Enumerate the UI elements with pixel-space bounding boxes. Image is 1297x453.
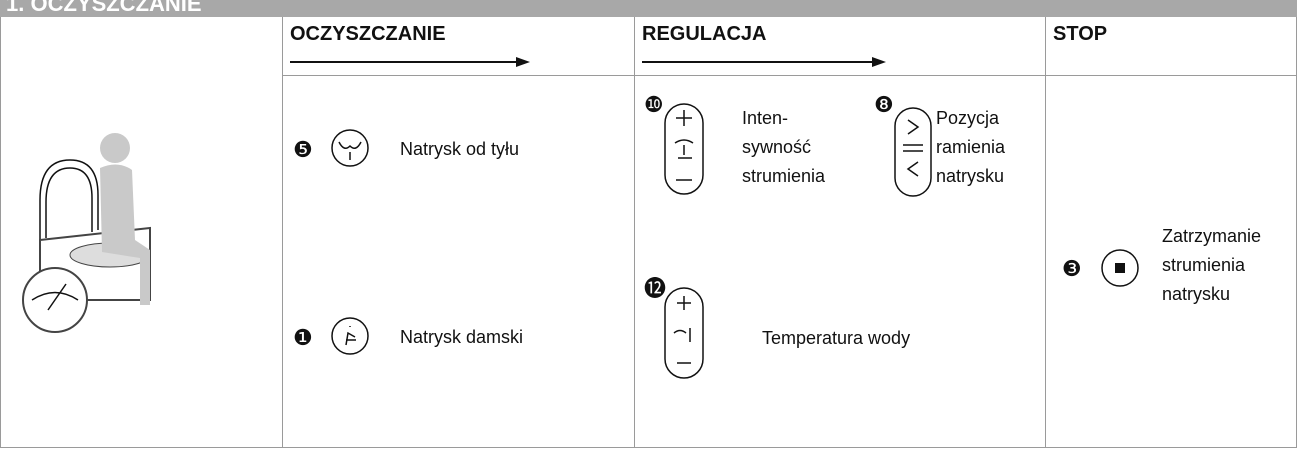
callout-number: ❸: [1062, 257, 1082, 282]
table-bg: [0, 17, 1297, 448]
button-icon: [1101, 249, 1139, 287]
section-title: 1. OCZYSZCZANIE: [6, 0, 202, 16]
function-label: natrysku: [1162, 284, 1230, 304]
icon-glyph: [338, 141, 362, 160]
illustration: [22, 133, 151, 333]
function-label: ramienia: [936, 137, 1006, 157]
callout-number: ❿: [644, 93, 664, 118]
function-label: sywność: [742, 137, 811, 157]
function-label: Zatrzymanie: [1162, 226, 1261, 246]
button-icon: [331, 317, 369, 355]
header: OCZYSZCZANIE: [290, 23, 446, 45]
function-label: strumienia: [1162, 255, 1246, 275]
callout-number: ❺: [293, 138, 313, 163]
function-label: Inten-: [742, 108, 788, 128]
header: REGULACJA: [642, 23, 766, 45]
button-icon: [331, 129, 369, 167]
section-bar: [0, 0, 1297, 17]
button-icon: [664, 287, 704, 379]
function-label: Natrysk od tyłu: [400, 139, 519, 159]
callout-number: ❽: [874, 93, 894, 118]
icon-glyph: [676, 110, 692, 181]
button-icon: [664, 103, 704, 195]
header: STOP: [1053, 23, 1107, 45]
arrow: [290, 57, 886, 67]
icon-glyph: [903, 119, 923, 177]
callout-number: ⓬: [644, 277, 666, 302]
icon-glyph: [673, 296, 691, 364]
function-label: Pozycja: [936, 108, 1000, 128]
button-icon: [894, 107, 932, 197]
function-label: Natrysk damski: [400, 327, 523, 347]
function-label: Temperatura wody: [762, 328, 910, 348]
icon-glyph: [345, 326, 356, 346]
callout-number: ❶: [293, 326, 313, 351]
icon-glyph: [1115, 263, 1125, 273]
function-label: strumienia: [742, 166, 826, 186]
icon-glyph: [674, 139, 694, 159]
function-label: natrysku: [936, 166, 1004, 186]
